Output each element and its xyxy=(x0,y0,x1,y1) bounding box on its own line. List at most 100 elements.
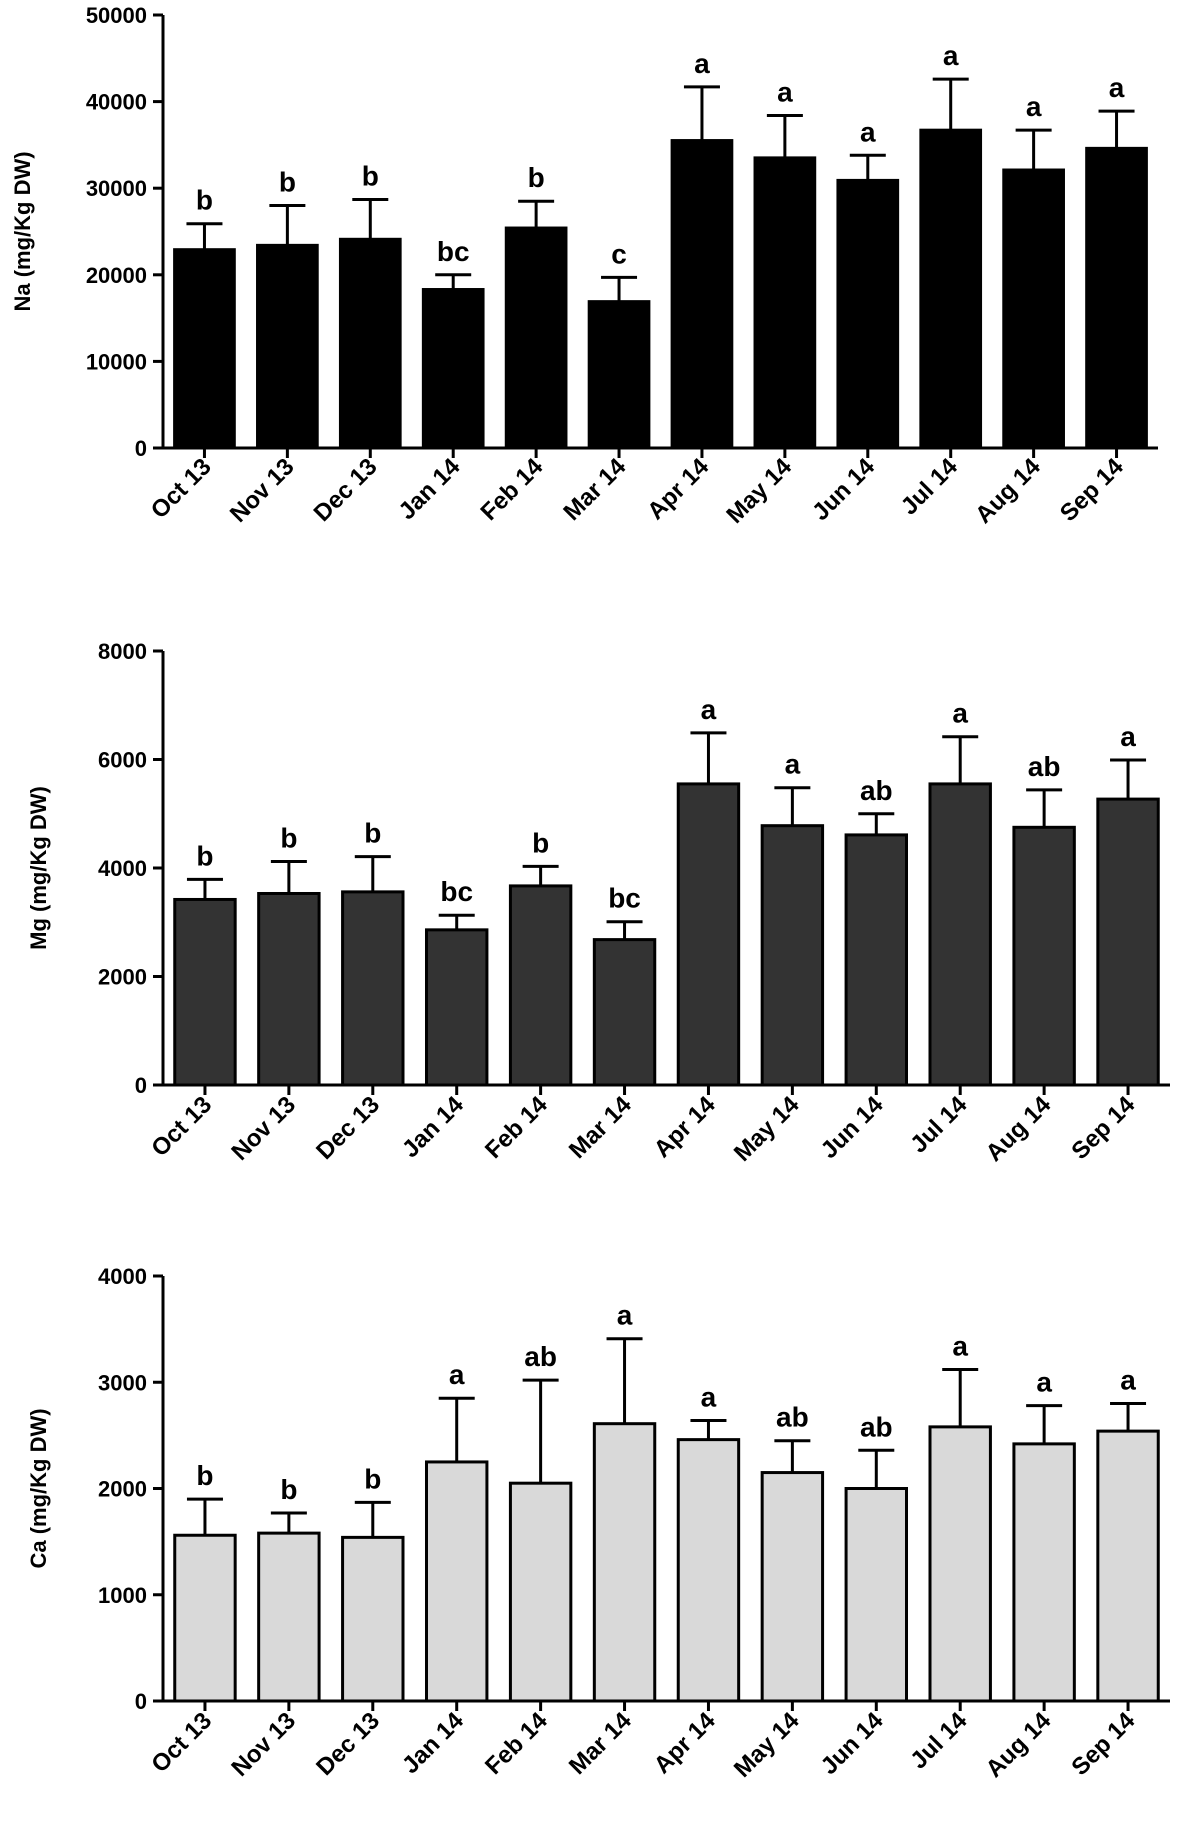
x-tick-label: Sep 14 xyxy=(1055,453,1129,527)
significance-label: c xyxy=(611,238,627,269)
y-tick-label: 2000 xyxy=(98,965,147,990)
bar xyxy=(424,1460,489,1703)
bar xyxy=(676,1438,741,1703)
x-tick-label: Nov 13 xyxy=(226,1091,301,1166)
y-tick-label: 4000 xyxy=(98,856,147,881)
bar xyxy=(592,938,657,1087)
significance-label: a xyxy=(943,40,959,71)
significance-label: a xyxy=(701,1382,717,1413)
y-tick-label: 8000 xyxy=(98,639,147,664)
bar xyxy=(257,1531,321,1703)
y-tick-label: 1000 xyxy=(98,1583,147,1608)
x-tick-label: Aug 14 xyxy=(981,1091,1057,1167)
bar xyxy=(919,128,983,450)
bar xyxy=(1085,146,1148,450)
x-tick-label: May 14 xyxy=(721,453,797,529)
x-tick-label: Apr 14 xyxy=(649,1091,721,1163)
x-tick-label: Mar 14 xyxy=(558,453,631,526)
y-tick-label: 10000 xyxy=(86,349,147,374)
bar xyxy=(760,824,825,1087)
bar xyxy=(257,891,321,1087)
bar xyxy=(592,1422,657,1703)
significance-label: a xyxy=(952,1331,968,1362)
y-tick-label: 50000 xyxy=(86,3,147,28)
bar xyxy=(1002,168,1065,450)
x-tick-label: Feb 14 xyxy=(476,453,549,526)
x-tick-label: Mar 14 xyxy=(564,1091,637,1164)
bar xyxy=(1096,1429,1160,1703)
x-tick-label: Dec 13 xyxy=(309,453,383,527)
significance-label: b xyxy=(364,818,381,849)
bar xyxy=(1012,825,1076,1087)
x-tick-label: Feb 14 xyxy=(480,1707,553,1780)
significance-label: a xyxy=(785,749,801,780)
bar xyxy=(173,897,237,1087)
x-tick-label: Jun 14 xyxy=(807,453,880,526)
y-tick-label: 0 xyxy=(135,436,147,461)
bar xyxy=(844,1487,909,1703)
y-tick-label: 20000 xyxy=(86,263,147,288)
bar xyxy=(504,226,568,450)
bar xyxy=(670,139,734,450)
y-tick-label: 4000 xyxy=(98,1264,147,1289)
x-tick-label: Jul 14 xyxy=(905,1707,973,1775)
mg-chart-panel: 0 2000 4000 6000 8000 Mg (mg/Kg DW) b Oct 13 b No… xyxy=(26,639,1170,1167)
significance-label: a xyxy=(449,1359,465,1390)
significance-label: a xyxy=(617,1300,633,1331)
significance-label: b xyxy=(528,162,545,193)
x-tick-label: Jan 14 xyxy=(397,1707,469,1779)
significance-label: a xyxy=(1036,1367,1052,1398)
x-tick-label: Apr 14 xyxy=(649,1707,721,1779)
bar xyxy=(508,884,573,1087)
x-tick-label: Nov 13 xyxy=(225,453,300,528)
bar xyxy=(173,1533,237,1703)
y-tick-label: 30000 xyxy=(86,176,147,201)
significance-label: ab xyxy=(1028,751,1061,782)
x-tick-label: Jun 14 xyxy=(816,1091,889,1164)
bar xyxy=(1012,1442,1076,1703)
x-tick-label: Sep 14 xyxy=(1066,1707,1140,1781)
significance-label: b xyxy=(280,822,297,853)
y-tick-label: 2000 xyxy=(98,1477,147,1502)
bar xyxy=(341,1535,405,1703)
y-tick-label: 6000 xyxy=(98,748,147,773)
x-tick-label: May 14 xyxy=(729,1707,805,1783)
significance-label: bc xyxy=(440,876,473,907)
y-tick-label: 3000 xyxy=(98,1370,147,1395)
significance-label: bc xyxy=(608,883,641,914)
y-tick-label: 0 xyxy=(135,1073,147,1098)
significance-label: a xyxy=(701,694,717,725)
bar xyxy=(173,248,236,450)
x-tick-label: Dec 13 xyxy=(311,1707,385,1781)
y-tick-label: 0 xyxy=(135,1689,147,1714)
x-tick-label: Jan 14 xyxy=(394,453,466,525)
significance-label: ab xyxy=(524,1341,557,1372)
x-tick-label: Sep 14 xyxy=(1066,1091,1140,1165)
x-tick-label: Feb 14 xyxy=(480,1091,553,1164)
significance-label: a xyxy=(1120,1365,1136,1396)
significance-label: ab xyxy=(860,1411,893,1442)
y-axis-title: Na (mg/Kg DW) xyxy=(10,151,35,311)
x-tick-label: Nov 13 xyxy=(226,1707,301,1782)
significance-label: b xyxy=(364,1463,381,1494)
bar xyxy=(753,156,817,450)
x-tick-label: Oct 13 xyxy=(146,1091,217,1162)
y-axis-title: Mg (mg/Kg DW) xyxy=(26,786,51,950)
bar xyxy=(338,237,402,450)
significance-label: a xyxy=(777,76,793,107)
y-tick-label: 40000 xyxy=(86,90,147,115)
significance-label: a xyxy=(1109,72,1125,103)
x-tick-label: Jul 14 xyxy=(896,453,964,521)
significance-label: a xyxy=(952,698,968,729)
x-tick-label: Jul 14 xyxy=(905,1091,973,1159)
significance-label: a xyxy=(1026,91,1042,122)
significance-label: ab xyxy=(776,1402,809,1433)
bar xyxy=(341,890,405,1087)
significance-label: a xyxy=(694,48,710,79)
significance-label: b xyxy=(196,1460,213,1491)
x-tick-label: Aug 14 xyxy=(970,453,1046,529)
significance-label: b xyxy=(279,167,296,198)
y-axis-title: Ca (mg/Kg DW) xyxy=(26,1408,51,1568)
bar xyxy=(928,1425,992,1703)
